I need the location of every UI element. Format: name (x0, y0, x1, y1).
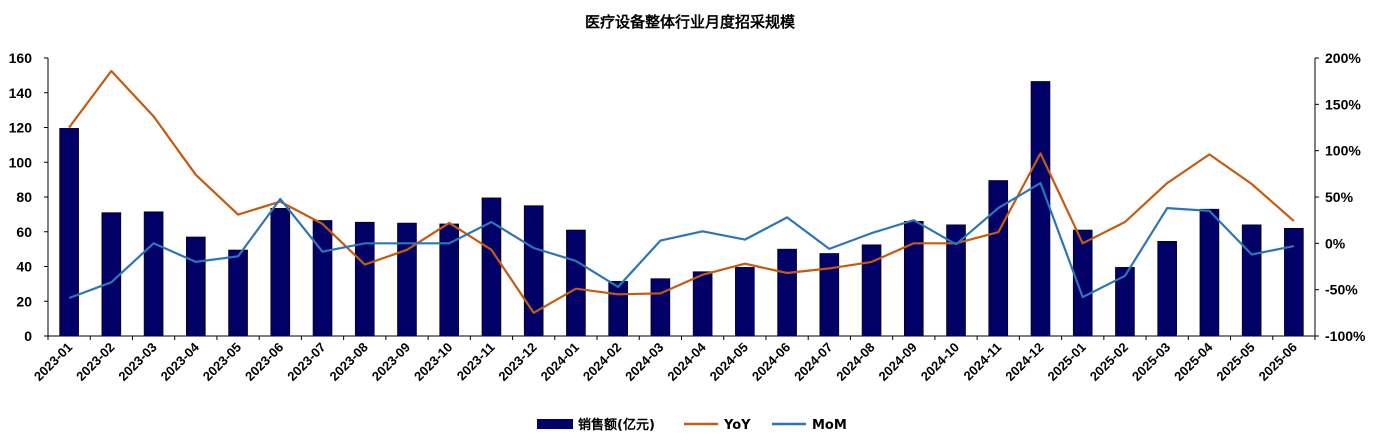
bar (312, 220, 333, 337)
bar (59, 128, 79, 337)
bar (1072, 229, 1093, 337)
x-tick-label: 2025-01 (1044, 340, 1088, 384)
x-tick-label: 2024-04 (664, 339, 709, 384)
legend-label-mom: MoM (812, 418, 847, 433)
y-right-tick-label: 200% (1325, 50, 1361, 66)
bar (692, 271, 713, 337)
y-right-tick-label: 0% (1325, 235, 1346, 251)
bar (1115, 267, 1135, 337)
x-tick-label: 2025-04 (1171, 339, 1216, 384)
legend-label-yoy: YoY (723, 418, 751, 433)
y-left-tick-label: 80 (16, 189, 32, 205)
x-tick-label: 2024-02 (580, 340, 624, 384)
bar (988, 180, 1009, 337)
bar (523, 205, 544, 337)
bar (1199, 208, 1220, 337)
x-tick-label: 2023-09 (369, 340, 413, 384)
y-right-tick-label: 100% (1325, 143, 1361, 159)
y-left-tick-label: 60 (16, 224, 32, 240)
x-tick-label: 2023-11 (454, 340, 498, 384)
x-tick-label: 2024-08 (833, 340, 877, 384)
x-tick-label: 2025-02 (1087, 340, 1131, 384)
y-left-tick-label: 0 (24, 328, 32, 344)
x-tick-label: 2025-03 (1129, 340, 1173, 384)
series-line-yoy (68, 69, 1295, 314)
bar-series (59, 81, 1304, 337)
bar (946, 224, 966, 337)
x-tick-label: 2023-05 (200, 340, 244, 384)
bar (1284, 227, 1304, 337)
series-line-mom (68, 182, 1295, 300)
y-left-tick-label: 40 (16, 259, 32, 275)
y-left-tick-label: 120 (9, 120, 33, 136)
bar (1241, 224, 1262, 337)
bar (903, 221, 924, 337)
bar (777, 248, 797, 337)
y-left-tick-label: 100 (9, 154, 33, 170)
bar (566, 229, 586, 337)
bar (228, 249, 248, 337)
x-tick-label: 2024-05 (707, 340, 751, 384)
x-tick-label: 2023-07 (284, 340, 328, 384)
x-tick-label: 2024-01 (538, 340, 582, 384)
x-tick-label: 2024-10 (918, 340, 962, 384)
x-tick-label: 2023-06 (242, 340, 286, 384)
bar (650, 278, 671, 337)
legend-swatch-sales (537, 419, 573, 429)
y-right-tick-label: -50% (1325, 282, 1358, 298)
y-left-tick-label: 160 (9, 50, 33, 66)
chart-title: 医疗设备整体行业月度招采规模 (585, 13, 796, 31)
y-left-tick-label: 140 (9, 85, 33, 101)
x-tick-label: 2024-07 (791, 340, 835, 384)
line-series (68, 69, 1295, 314)
bar (354, 221, 375, 337)
bar (1157, 241, 1177, 337)
x-tick-label: 2023-02 (73, 340, 117, 384)
x-tick-label: 2023-08 (327, 340, 371, 384)
y-right-tick-label: 50% (1325, 189, 1354, 205)
x-tick-label: 2024-03 (622, 340, 666, 384)
bar (735, 267, 755, 337)
bar (608, 280, 628, 337)
x-tick-label: 2025-06 (1256, 340, 1300, 384)
legend: 销售额(亿元) YoY MoM (537, 417, 847, 433)
y-left-tick-label: 20 (16, 293, 32, 309)
x-tick-label: 2024-11 (961, 340, 1005, 384)
bar (186, 236, 206, 337)
bar (819, 253, 840, 337)
x-tick-label: 2023-01 (31, 340, 75, 384)
x-tick-label: 2025-05 (1213, 340, 1257, 384)
bar (861, 244, 882, 337)
x-tick-label: 2024-06 (749, 340, 793, 384)
bar (270, 207, 291, 337)
x-tick-label: 2024-09 (876, 340, 920, 384)
x-tick-label: 2023-10 (411, 340, 455, 384)
bar (1030, 81, 1051, 337)
bar (481, 197, 502, 337)
bar (143, 211, 164, 337)
bar (397, 222, 417, 337)
x-tick-label: 2023-03 (115, 340, 159, 384)
legend-label-sales: 销售额(亿元) (578, 417, 655, 433)
y-right-tick-label: -100% (1325, 328, 1366, 344)
x-tick-label: 2023-04 (158, 339, 203, 384)
x-tick-label: 2024-12 (1002, 340, 1046, 384)
x-tick-label: 2023-12 (495, 340, 539, 384)
bar (101, 212, 122, 337)
y-right-tick-label: 150% (1325, 96, 1361, 112)
